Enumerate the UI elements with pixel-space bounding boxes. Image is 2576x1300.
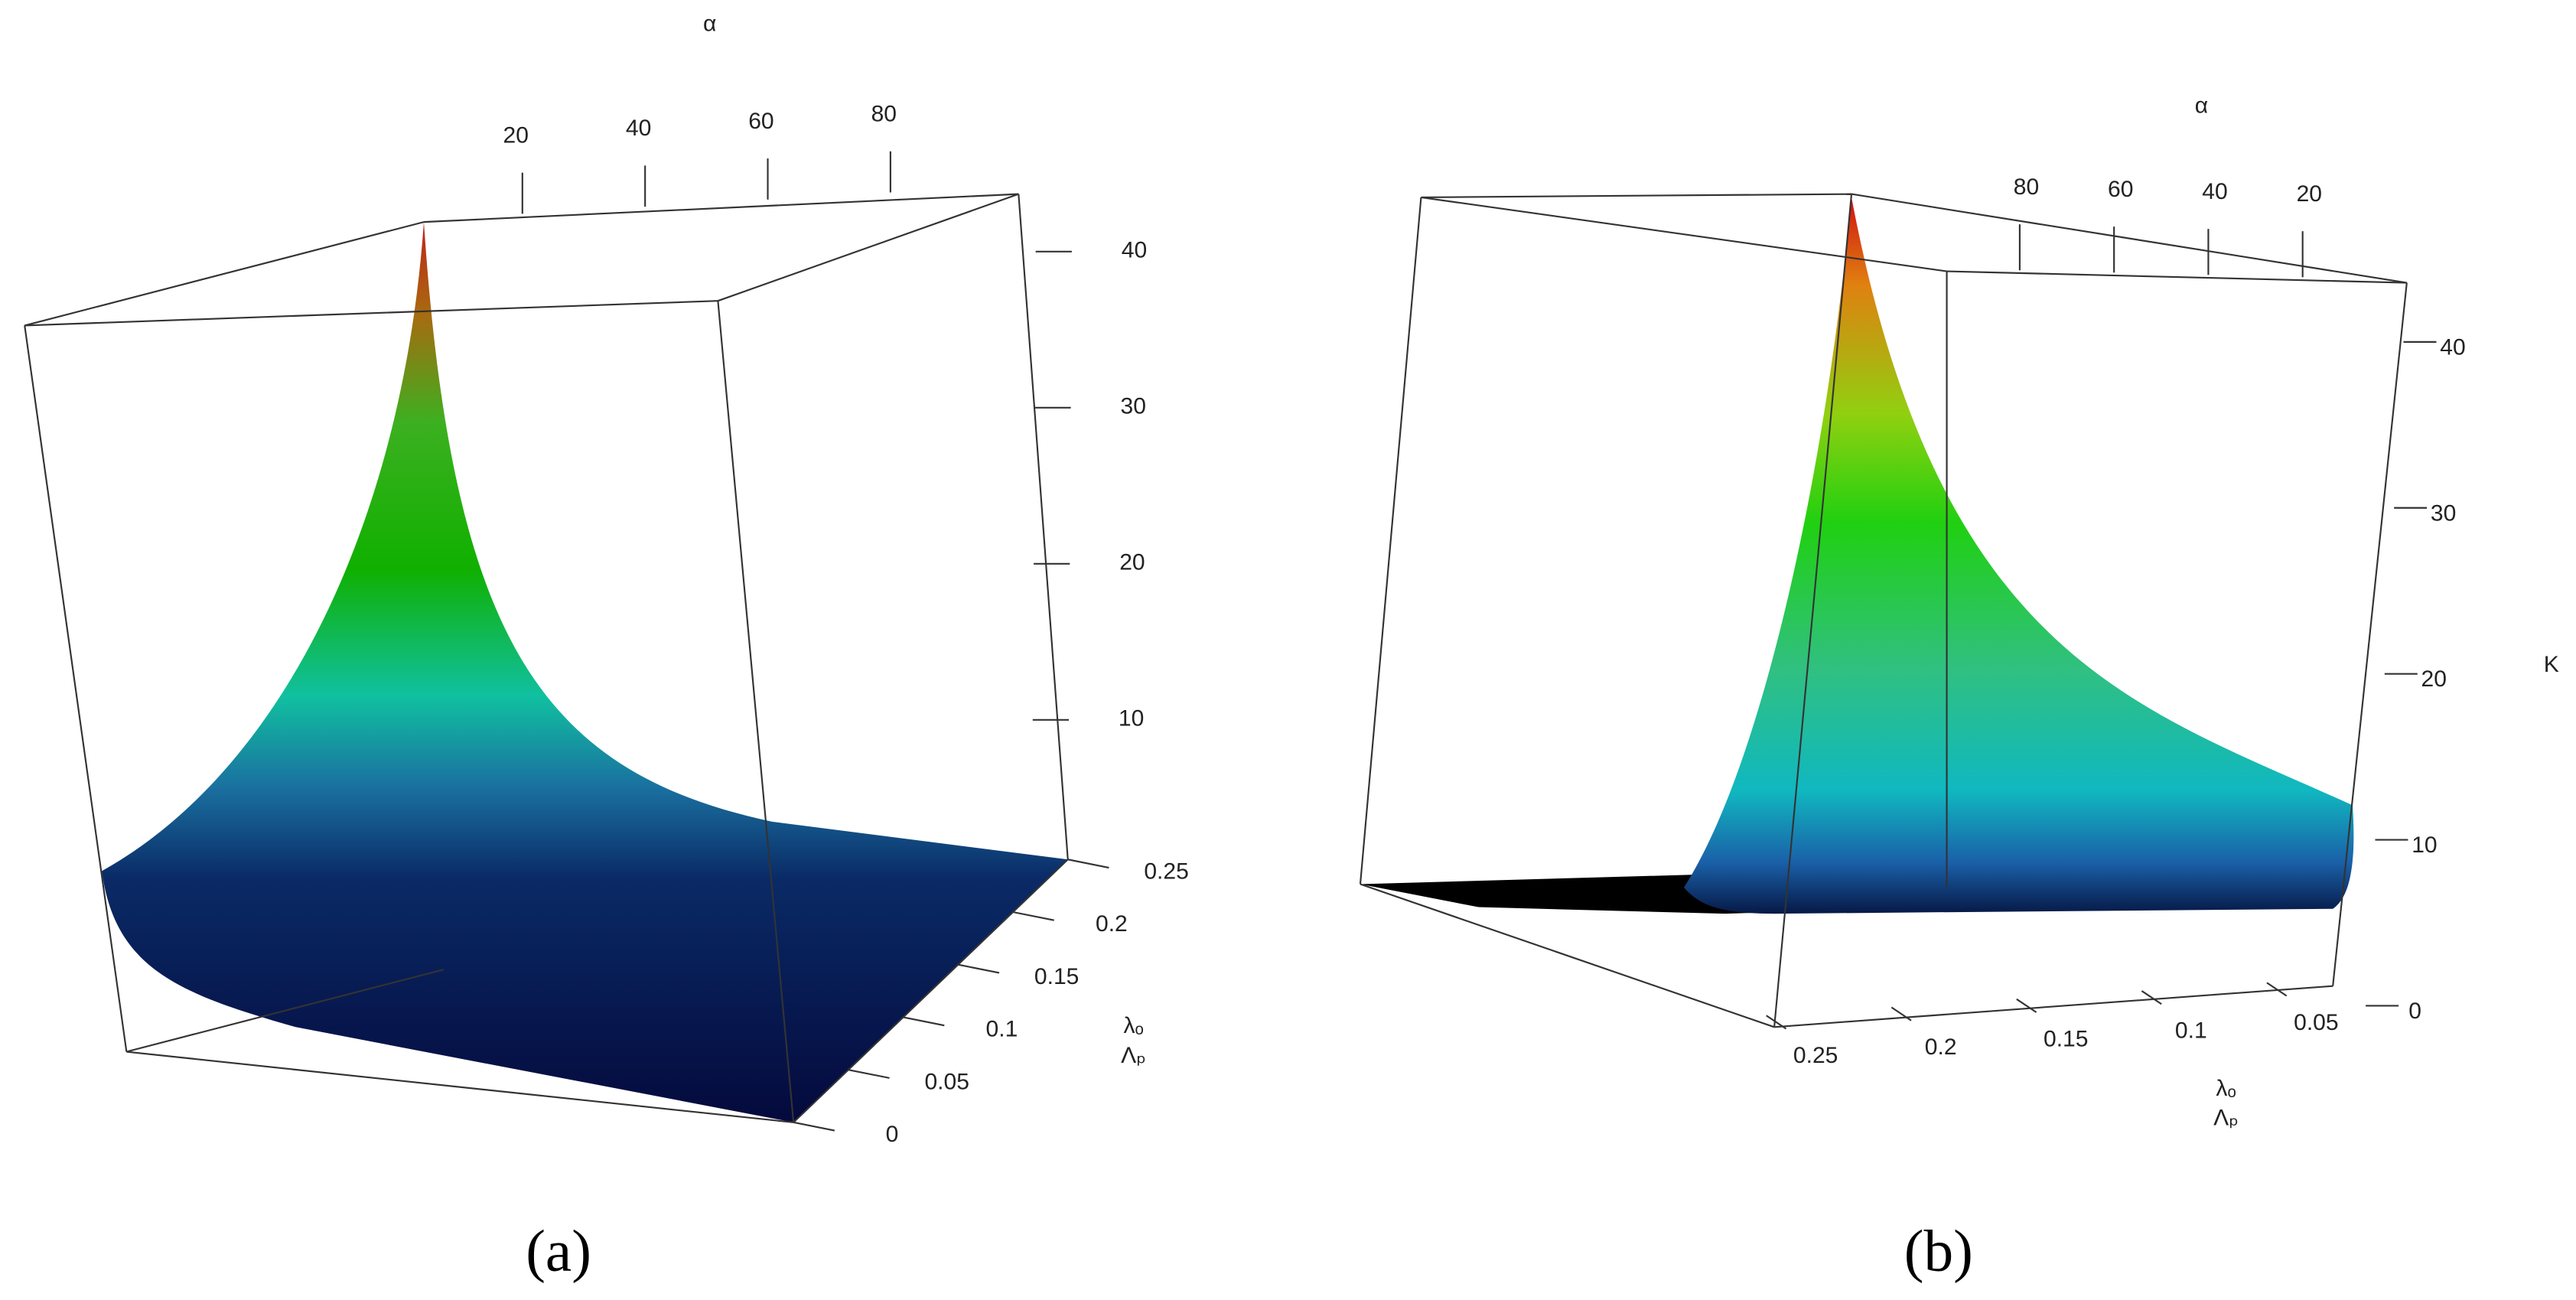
surface-shadow: [1360, 874, 1775, 914]
z-tick-label: 30: [2431, 500, 2456, 526]
x-tick-label: 80: [871, 102, 897, 127]
z-tick-label: 10: [1119, 706, 1144, 731]
x-tick-label: 20: [503, 122, 529, 148]
z-tick-label: 20: [2421, 666, 2447, 692]
y-tick: [903, 1016, 945, 1027]
surface: [1684, 197, 2354, 914]
z-tick-label: 40: [2440, 334, 2465, 360]
y-tick-label: 0.1: [986, 1017, 1018, 1042]
caption: (a): [526, 1218, 591, 1284]
y-tick: [1766, 1015, 1787, 1030]
surface: [102, 222, 1068, 1122]
y-tick: [1890, 1006, 1912, 1021]
plot-box-b: [1359, 193, 2408, 1028]
y-tick: [1067, 859, 1109, 869]
y-tick: [848, 1069, 890, 1079]
y-tick-label: 0.15: [2044, 1026, 2088, 1051]
z-tick-label: 40: [1122, 238, 1147, 263]
plot-box-a: [24, 193, 1069, 1123]
z-tick-label: 20: [1119, 550, 1145, 575]
y-tick: [2266, 982, 2288, 997]
x-tick-label: 60: [2108, 177, 2133, 202]
y-tick: [2141, 990, 2162, 1005]
x-tick-label: 20: [2297, 181, 2322, 207]
y-axis-label: Λₚ: [2213, 1105, 2239, 1130]
x-tick-label: 60: [748, 109, 773, 134]
y-axis-label: λₒ: [2216, 1076, 2236, 1101]
caption: (b): [1904, 1218, 1973, 1284]
y-axis-label: λₒ: [1123, 1013, 1143, 1038]
x-axis-label: α: [2195, 93, 2208, 119]
y-tick-label: 0.1: [2175, 1018, 2207, 1044]
z-tick-label: 0: [2408, 999, 2421, 1024]
y-axis-label: Λₚ: [1121, 1043, 1146, 1068]
x-axis-label: α: [703, 11, 716, 36]
z-axis-label: K: [2544, 652, 2559, 677]
z-tick-label: 10: [2412, 832, 2437, 858]
y-tick-label: 0.05: [2294, 1010, 2338, 1035]
y-tick-label: 0.05: [924, 1069, 969, 1094]
x-tick-label: 80: [2014, 174, 2039, 200]
y-tick-label: 0.25: [1144, 859, 1188, 884]
y-tick: [1012, 911, 1054, 921]
y-tick: [958, 963, 1000, 974]
y-tick-label: 0.15: [1034, 964, 1079, 989]
x-tick-label: 40: [2202, 179, 2227, 204]
y-tick: [2016, 998, 2037, 1013]
x-tick-label: 40: [626, 116, 651, 141]
z-tick-label: 30: [1121, 394, 1146, 419]
y-tick-label: 0.2: [1925, 1034, 1957, 1060]
y-tick-label: 0: [886, 1122, 899, 1147]
y-tick-label: 0.2: [1096, 911, 1128, 937]
y-tick-label: 0.25: [1793, 1043, 1838, 1068]
y-tick: [793, 1121, 835, 1132]
